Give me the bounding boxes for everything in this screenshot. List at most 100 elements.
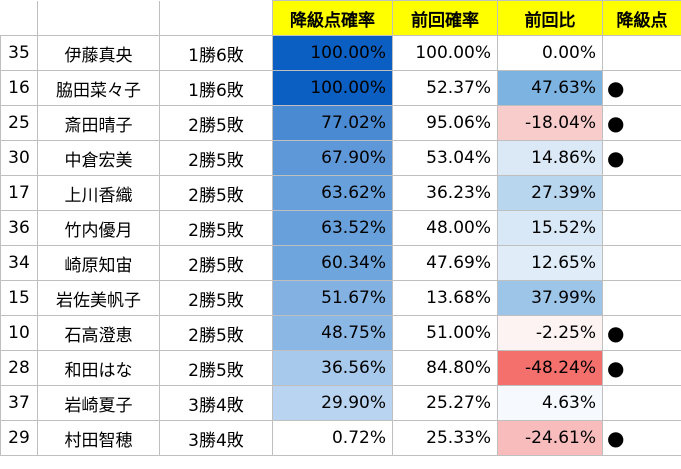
header-prev[interactable]: 前回確率	[392, 0, 498, 36]
cell-record[interactable]: 3勝4敗	[159, 420, 273, 456]
cell-diff[interactable]: 14.86%	[497, 140, 603, 176]
table-row: 29 村田智穂 3勝4敗 0.72% 25.33% -24.61% ●	[0, 420, 681, 456]
cell-number[interactable]: 34	[0, 245, 38, 281]
cell-name[interactable]: 伊藤真央	[37, 35, 160, 71]
cell-diff[interactable]: 0.00%	[497, 35, 603, 71]
cell-prev[interactable]: 100.00%	[392, 35, 498, 71]
cell-name[interactable]: 上川香織	[37, 175, 160, 211]
header-blank	[37, 0, 160, 36]
cell-prev[interactable]: 53.04%	[392, 140, 498, 176]
cell-prob[interactable]: 36.56%	[272, 350, 393, 386]
table-row: 37 岩崎夏子 3勝4敗 29.90% 25.27% 4.63%	[0, 385, 681, 421]
cell-prev[interactable]: 25.33%	[392, 420, 498, 456]
cell-prob[interactable]: 63.52%	[272, 210, 393, 246]
cell-name[interactable]: 崎原知宙	[37, 245, 160, 281]
cell-prev[interactable]: 25.27%	[392, 385, 498, 421]
cell-diff[interactable]: 37.99%	[497, 280, 603, 316]
cell-diff[interactable]: 27.39%	[497, 175, 603, 211]
cell-prob[interactable]: 29.90%	[272, 385, 393, 421]
cell-name[interactable]: 中倉宏美	[37, 140, 160, 176]
cell-record[interactable]: 2勝5敗	[159, 210, 273, 246]
cell-number[interactable]: 16	[0, 70, 38, 106]
cell-number[interactable]: 36	[0, 210, 38, 246]
table-row: 28 和田はな 2勝5敗 36.56% 84.80% -48.24% ●	[0, 350, 681, 386]
cell-name[interactable]: 岩崎夏子	[37, 385, 160, 421]
table-row: 35 伊藤真央 1勝6敗 100.00% 100.00% 0.00%	[0, 35, 681, 71]
cell-record[interactable]: 1勝6敗	[159, 70, 273, 106]
cell-diff[interactable]: 15.52%	[497, 210, 603, 246]
cell-mark[interactable]	[602, 385, 681, 421]
cell-number[interactable]: 29	[0, 420, 38, 456]
cell-name[interactable]: 脇田菜々子	[37, 70, 160, 106]
cell-record[interactable]: 2勝5敗	[159, 245, 273, 281]
cell-name[interactable]: 石高澄恵	[37, 315, 160, 351]
cell-mark[interactable]	[602, 245, 681, 281]
cell-prob[interactable]: 60.34%	[272, 245, 393, 281]
table-row: 17 上川香織 2勝5敗 63.62% 36.23% 27.39%	[0, 175, 681, 211]
cell-diff[interactable]: 12.65%	[497, 245, 603, 281]
cell-prev[interactable]: 47.69%	[392, 245, 498, 281]
cell-number[interactable]: 10	[0, 315, 38, 351]
table-row: 10 石高澄恵 2勝5敗 48.75% 51.00% -2.25% ●	[0, 315, 681, 351]
cell-record[interactable]: 2勝5敗	[159, 315, 273, 351]
cell-prev[interactable]: 95.06%	[392, 105, 498, 141]
cell-prev[interactable]: 84.80%	[392, 350, 498, 386]
header-diff[interactable]: 前回比	[497, 0, 603, 36]
cell-prev[interactable]: 36.23%	[392, 175, 498, 211]
cell-prob[interactable]: 67.90%	[272, 140, 393, 176]
header-mark[interactable]: 降級点	[602, 0, 681, 36]
cell-record[interactable]: 2勝5敗	[159, 140, 273, 176]
table-row: 34 崎原知宙 2勝5敗 60.34% 47.69% 12.65%	[0, 245, 681, 281]
cell-record[interactable]: 3勝4敗	[159, 385, 273, 421]
cell-prev[interactable]: 52.37%	[392, 70, 498, 106]
cell-mark[interactable]: ●	[602, 315, 681, 351]
cell-name[interactable]: 斎田晴子	[37, 105, 160, 141]
cell-number[interactable]: 15	[0, 280, 38, 316]
cell-prev[interactable]: 51.00%	[392, 315, 498, 351]
cell-diff[interactable]: -2.25%	[497, 315, 603, 351]
cell-name[interactable]: 岩佐美帆子	[37, 280, 160, 316]
header-blank	[159, 0, 273, 36]
cell-diff[interactable]: -18.04%	[497, 105, 603, 141]
cell-mark[interactable]	[602, 210, 681, 246]
cell-mark[interactable]: ●	[602, 420, 681, 456]
cell-prob[interactable]: 77.02%	[272, 105, 393, 141]
cell-mark[interactable]	[602, 35, 681, 71]
cell-record[interactable]: 2勝5敗	[159, 175, 273, 211]
cell-number[interactable]: 28	[0, 350, 38, 386]
cell-mark[interactable]: ●	[602, 70, 681, 106]
cell-prev[interactable]: 48.00%	[392, 210, 498, 246]
cell-number[interactable]: 37	[0, 385, 38, 421]
cell-diff[interactable]: -48.24%	[497, 350, 603, 386]
table-row: 16 脇田菜々子 1勝6敗 100.00% 52.37% 47.63% ●	[0, 70, 681, 106]
cell-number[interactable]: 30	[0, 140, 38, 176]
cell-diff[interactable]: 47.63%	[497, 70, 603, 106]
cell-number[interactable]: 35	[0, 35, 38, 71]
cell-mark[interactable]	[602, 175, 681, 211]
cell-diff[interactable]: -24.61%	[497, 420, 603, 456]
cell-prob[interactable]: 51.67%	[272, 280, 393, 316]
cell-name[interactable]: 和田はな	[37, 350, 160, 386]
cell-diff[interactable]: 4.63%	[497, 385, 603, 421]
cell-prob[interactable]: 100.00%	[272, 35, 393, 71]
cell-prev[interactable]: 13.68%	[392, 280, 498, 316]
cell-prob[interactable]: 100.00%	[272, 70, 393, 106]
cell-mark[interactable]	[602, 280, 681, 316]
cell-name[interactable]: 竹内優月	[37, 210, 160, 246]
cell-mark[interactable]: ●	[602, 105, 681, 141]
cell-record[interactable]: 2勝5敗	[159, 105, 273, 141]
probability-table: 降級点確率 前回確率 前回比 降級点 35 伊藤真央 1勝6敗 100.00% 100.…	[0, 0, 681, 456]
cell-record[interactable]: 2勝5敗	[159, 350, 273, 386]
cell-mark[interactable]: ●	[602, 140, 681, 176]
cell-prob[interactable]: 63.62%	[272, 175, 393, 211]
cell-mark[interactable]: ●	[602, 350, 681, 386]
cell-name[interactable]: 村田智穂	[37, 420, 160, 456]
cell-record[interactable]: 1勝6敗	[159, 35, 273, 71]
cell-prob[interactable]: 0.72%	[272, 420, 393, 456]
cell-record[interactable]: 2勝5敗	[159, 280, 273, 316]
table-row: 25 斎田晴子 2勝5敗 77.02% 95.06% -18.04% ●	[0, 105, 681, 141]
cell-number[interactable]: 17	[0, 175, 38, 211]
header-prob[interactable]: 降級点確率	[272, 0, 393, 36]
cell-number[interactable]: 25	[0, 105, 38, 141]
cell-prob[interactable]: 48.75%	[272, 315, 393, 351]
